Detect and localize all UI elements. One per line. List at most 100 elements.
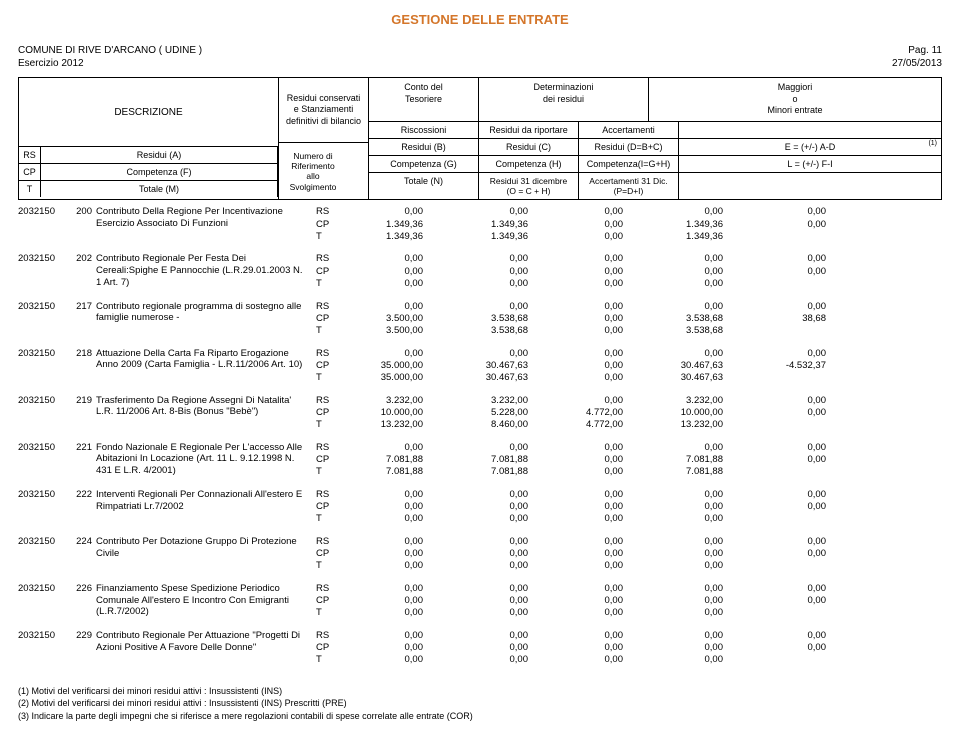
hdr-rs: RS: [19, 147, 41, 163]
cell-value: 3.232,00: [433, 395, 538, 407]
cell-value: 0,00: [733, 442, 828, 454]
row-type: RS: [316, 395, 338, 407]
cell-value: 0,00: [538, 607, 633, 619]
hdr-note1: (1): [928, 140, 937, 147]
table-subrow: RS0,000,000,000,000,00: [316, 630, 942, 642]
cell-value: 1.349,36: [433, 219, 538, 231]
row-type: RS: [316, 206, 338, 218]
row-code: 2032150: [18, 395, 66, 432]
cell-value: 0,00: [538, 489, 633, 501]
hdr-residui-stanz: Residui conservati e Stanziamenti defini…: [279, 78, 368, 143]
hdr-determin: Determinazioni dei residui: [479, 78, 649, 121]
cell-value: 0,00: [538, 466, 633, 478]
row-code: 2032150: [18, 206, 66, 243]
cell-value: 0,00: [338, 513, 433, 525]
table-row: 2032150222Interventi Regionali Per Conna…: [18, 489, 942, 526]
row-type: RS: [316, 253, 338, 265]
cell-value: 0,00: [433, 442, 538, 454]
cell-value: 0,00: [433, 642, 538, 654]
table-subrow: RS0,000,000,000,000,00: [316, 583, 942, 595]
cell-value: 0,00: [633, 348, 733, 360]
cell-value: 0,00: [433, 253, 538, 265]
cell-value: 0,00: [538, 513, 633, 525]
cell-value: 0,00: [433, 654, 538, 666]
cell-value: [733, 654, 828, 666]
table-subrow: T0,000,000,000,00: [316, 513, 942, 525]
hdr-residui-rip: Residui da riportare: [479, 122, 579, 138]
table-subrow: RS0,000,000,000,000,00: [316, 536, 942, 548]
cell-value: 0,00: [538, 360, 633, 372]
cell-value: -4.532,37: [733, 360, 828, 372]
cell-value: 0,00: [538, 454, 633, 466]
cell-value: 0,00: [538, 642, 633, 654]
cell-value: 3.232,00: [338, 395, 433, 407]
table-subrow: T7.081,887.081,880,007.081,88: [316, 466, 942, 478]
cell-value: 0,00: [633, 253, 733, 265]
cell-value: 0,00: [633, 489, 733, 501]
row-type: RS: [316, 489, 338, 501]
cell-value: 7.081,88: [433, 466, 538, 478]
row-type: T: [316, 560, 338, 572]
row-number: 222: [66, 489, 96, 526]
table-subrow: T0,000,000,000,00: [316, 654, 942, 666]
table-row: 2032150202Contributo Regionale Per Festa…: [18, 253, 942, 290]
cell-value: 0,00: [538, 560, 633, 572]
row-number: 229: [66, 630, 96, 667]
cell-value: 0,00: [633, 301, 733, 313]
page-number: Pag. 11: [908, 45, 942, 56]
table-subrow: CP0,000,000,000,000,00: [316, 548, 942, 560]
cell-value: 0,00: [338, 536, 433, 548]
row-type: CP: [316, 407, 338, 419]
cell-value: 0,00: [433, 278, 538, 290]
cell-value: 0,00: [538, 395, 633, 407]
cell-value: 30.467,63: [433, 360, 538, 372]
hdr-compH: Competenza (H): [479, 156, 579, 172]
table-row: 2032150200Contributo Della Regione Per I…: [18, 206, 942, 243]
row-type: T: [316, 325, 338, 337]
row-type: RS: [316, 348, 338, 360]
cell-value: 0,00: [538, 583, 633, 595]
row-description: Fondo Nazionale E Regionale Per L'access…: [96, 442, 316, 479]
table-subrow: CP10.000,005.228,004.772,0010.000,000,00: [316, 407, 942, 419]
cell-value: 7.081,88: [633, 454, 733, 466]
comune-label: COMUNE DI RIVE D'ARCANO ( UDINE ): [18, 45, 202, 56]
cell-value: 0,00: [538, 206, 633, 218]
cell-value: [733, 372, 828, 384]
cell-value: 0,00: [633, 595, 733, 607]
cell-value: 0,00: [433, 501, 538, 513]
table-header: DESCRIZIONE RS Residui (A) CP Competenza…: [18, 77, 942, 200]
hdr-descrizione: DESCRIZIONE: [19, 78, 278, 147]
row-type: CP: [316, 642, 338, 654]
cell-value: 0,00: [733, 206, 828, 218]
cell-value: 0,00: [538, 301, 633, 313]
cell-value: 7.081,88: [433, 454, 538, 466]
row-type: T: [316, 278, 338, 290]
row-number: 217: [66, 301, 96, 338]
table-row: 2032150219Trasferimento Da Regione Asseg…: [18, 395, 942, 432]
table-row: 2032150221Fondo Nazionale E Regionale Pe…: [18, 442, 942, 479]
cell-value: 0,00: [633, 654, 733, 666]
cell-value: 30.467,63: [633, 372, 733, 384]
row-code: 2032150: [18, 489, 66, 526]
cell-value: 0,00: [538, 630, 633, 642]
cell-value: 0,00: [633, 536, 733, 548]
cell-value: 3.500,00: [338, 313, 433, 325]
row-description: Attuazione Della Carta Fa Riparto Erogaz…: [96, 348, 316, 385]
hdr-maggiori: Maggiori o Minori entrate: [649, 78, 941, 121]
hdr-res31: Residui 31 dicembre (O = C + H): [479, 173, 579, 199]
cell-value: [733, 607, 828, 619]
cell-value: [733, 513, 828, 525]
footnotes: (1) Motivi del verificarsi dei minori re…: [18, 685, 942, 723]
cell-value: 0,00: [338, 253, 433, 265]
table-row: 2032150224Contributo Per Dotazione Grupp…: [18, 536, 942, 573]
cell-value: 0,00: [538, 595, 633, 607]
hdr-acc31: Accertamenti 31 Dic. (P=D+I): [579, 173, 679, 199]
table-subrow: T13.232,008.460,004.772,0013.232,00: [316, 419, 942, 431]
cell-value: 13.232,00: [633, 419, 733, 431]
cell-value: 0,00: [633, 630, 733, 642]
cell-value: 3.500,00: [338, 325, 433, 337]
cell-value: 0,00: [538, 501, 633, 513]
hdr-riscossioni: Riscossioni: [369, 122, 479, 138]
cell-value: 0,00: [433, 489, 538, 501]
cell-value: 0,00: [538, 372, 633, 384]
